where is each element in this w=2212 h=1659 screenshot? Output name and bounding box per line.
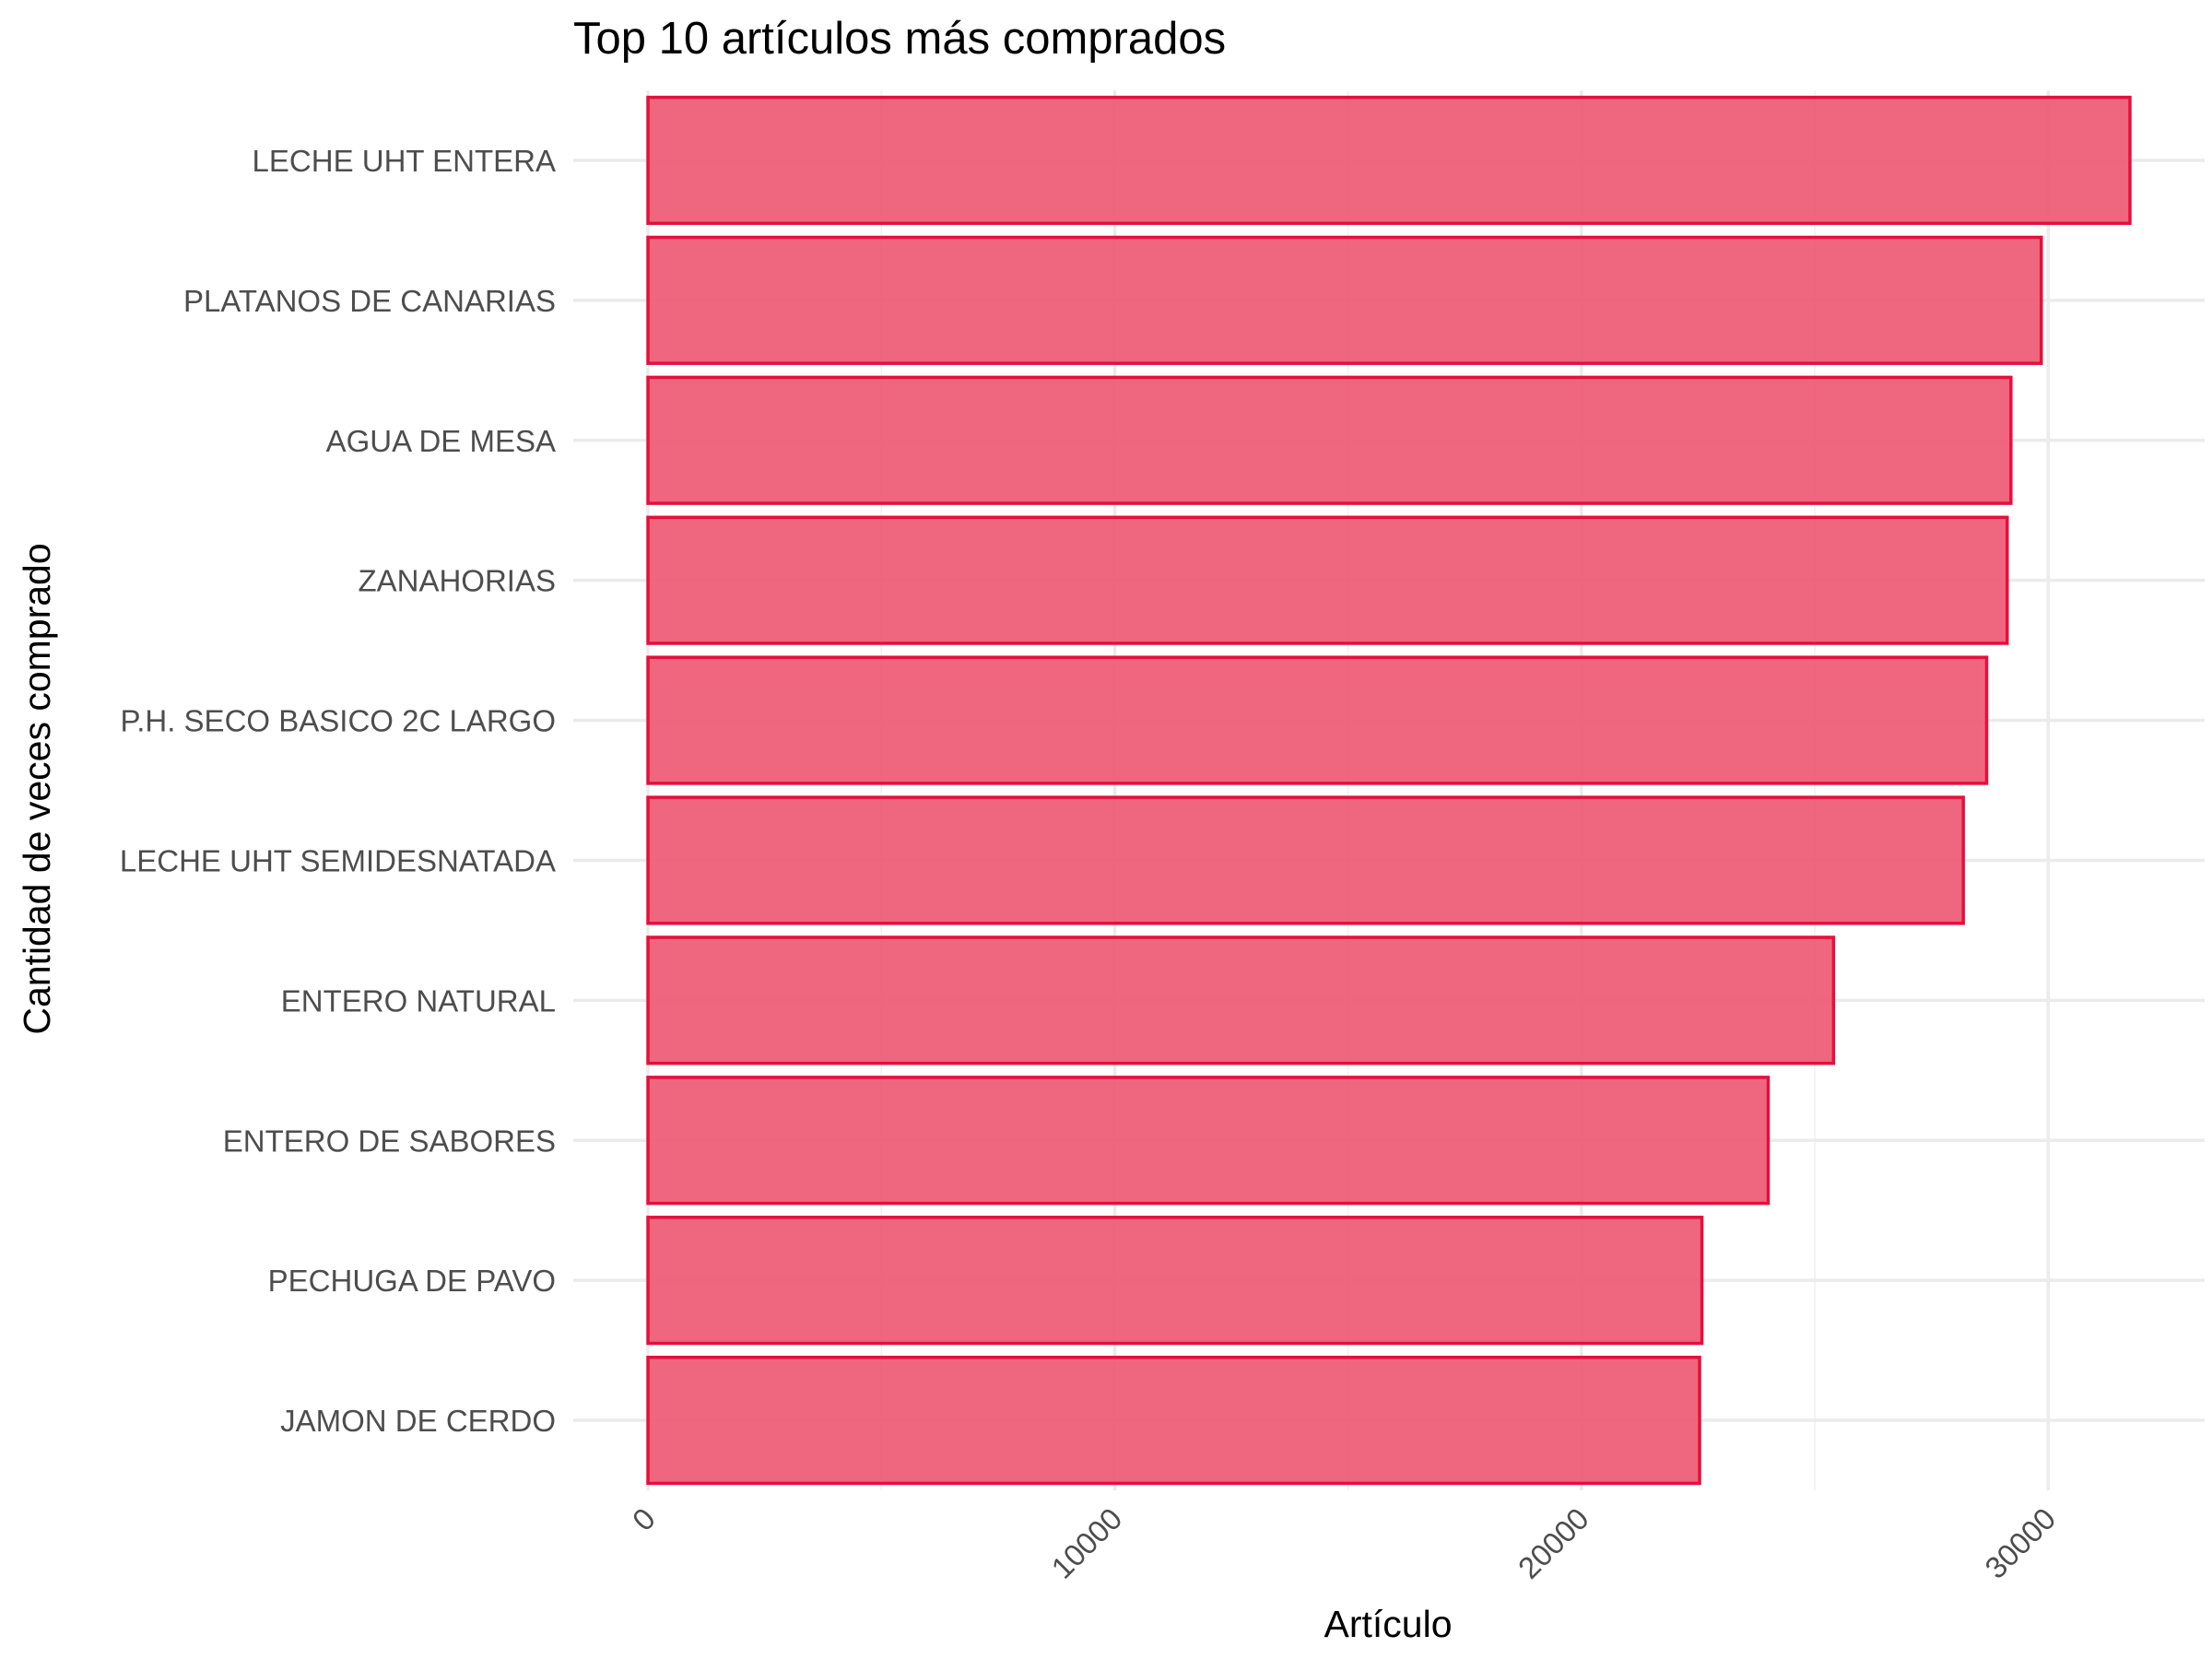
x-tick-label: 0 xyxy=(626,1501,662,1537)
y-tick-label: ZANAHORIAS xyxy=(358,564,556,598)
y-axis-title: Cantidad de veces comprado xyxy=(16,543,58,1034)
bar xyxy=(646,95,2132,226)
y-tick-label: PECHUGA DE PAVO xyxy=(268,1264,556,1298)
y-tick-label: LECHE UHT ENTERA xyxy=(253,144,556,178)
x-tick-label: 30000 xyxy=(1978,1501,2062,1585)
y-tick-label: ENTERO NATURAL xyxy=(281,983,556,1018)
bar xyxy=(646,375,2013,505)
y-tick-label: AGUA DE MESA xyxy=(326,424,556,458)
y-tick-label: JAMON DE CERDO xyxy=(280,1404,556,1438)
bar xyxy=(646,1216,1704,1346)
y-tick-labels: LECHE UHT ENTERA PLATANOS DE CANARIAS AGUA… xyxy=(120,144,556,1438)
x-tick-labels: 0 10000 20000 30000 xyxy=(626,1501,2062,1585)
x-tick-label: 10000 xyxy=(1044,1501,1128,1585)
bar xyxy=(646,655,1989,785)
bar xyxy=(646,795,1965,925)
bar xyxy=(646,935,1836,1065)
bar xyxy=(646,1076,1771,1206)
bar xyxy=(646,1355,1701,1486)
x-axis-title: Artículo xyxy=(1324,1603,1453,1645)
bars xyxy=(646,95,2132,1486)
y-tick-label: LECHE UHT SEMIDESNATADA xyxy=(120,843,556,877)
bar xyxy=(646,515,2009,645)
bar xyxy=(646,235,2043,365)
chart-title: Top 10 artículos más comprados xyxy=(573,14,1226,64)
x-tick-label: 20000 xyxy=(1512,1501,1595,1585)
y-tick-label: PLATANOS DE CANARIAS xyxy=(183,284,556,318)
y-tick-label: P.H. SECO BASICO 2C LARGO xyxy=(120,704,556,738)
y-tick-label: ENTERO DE SABORES xyxy=(223,1124,556,1158)
